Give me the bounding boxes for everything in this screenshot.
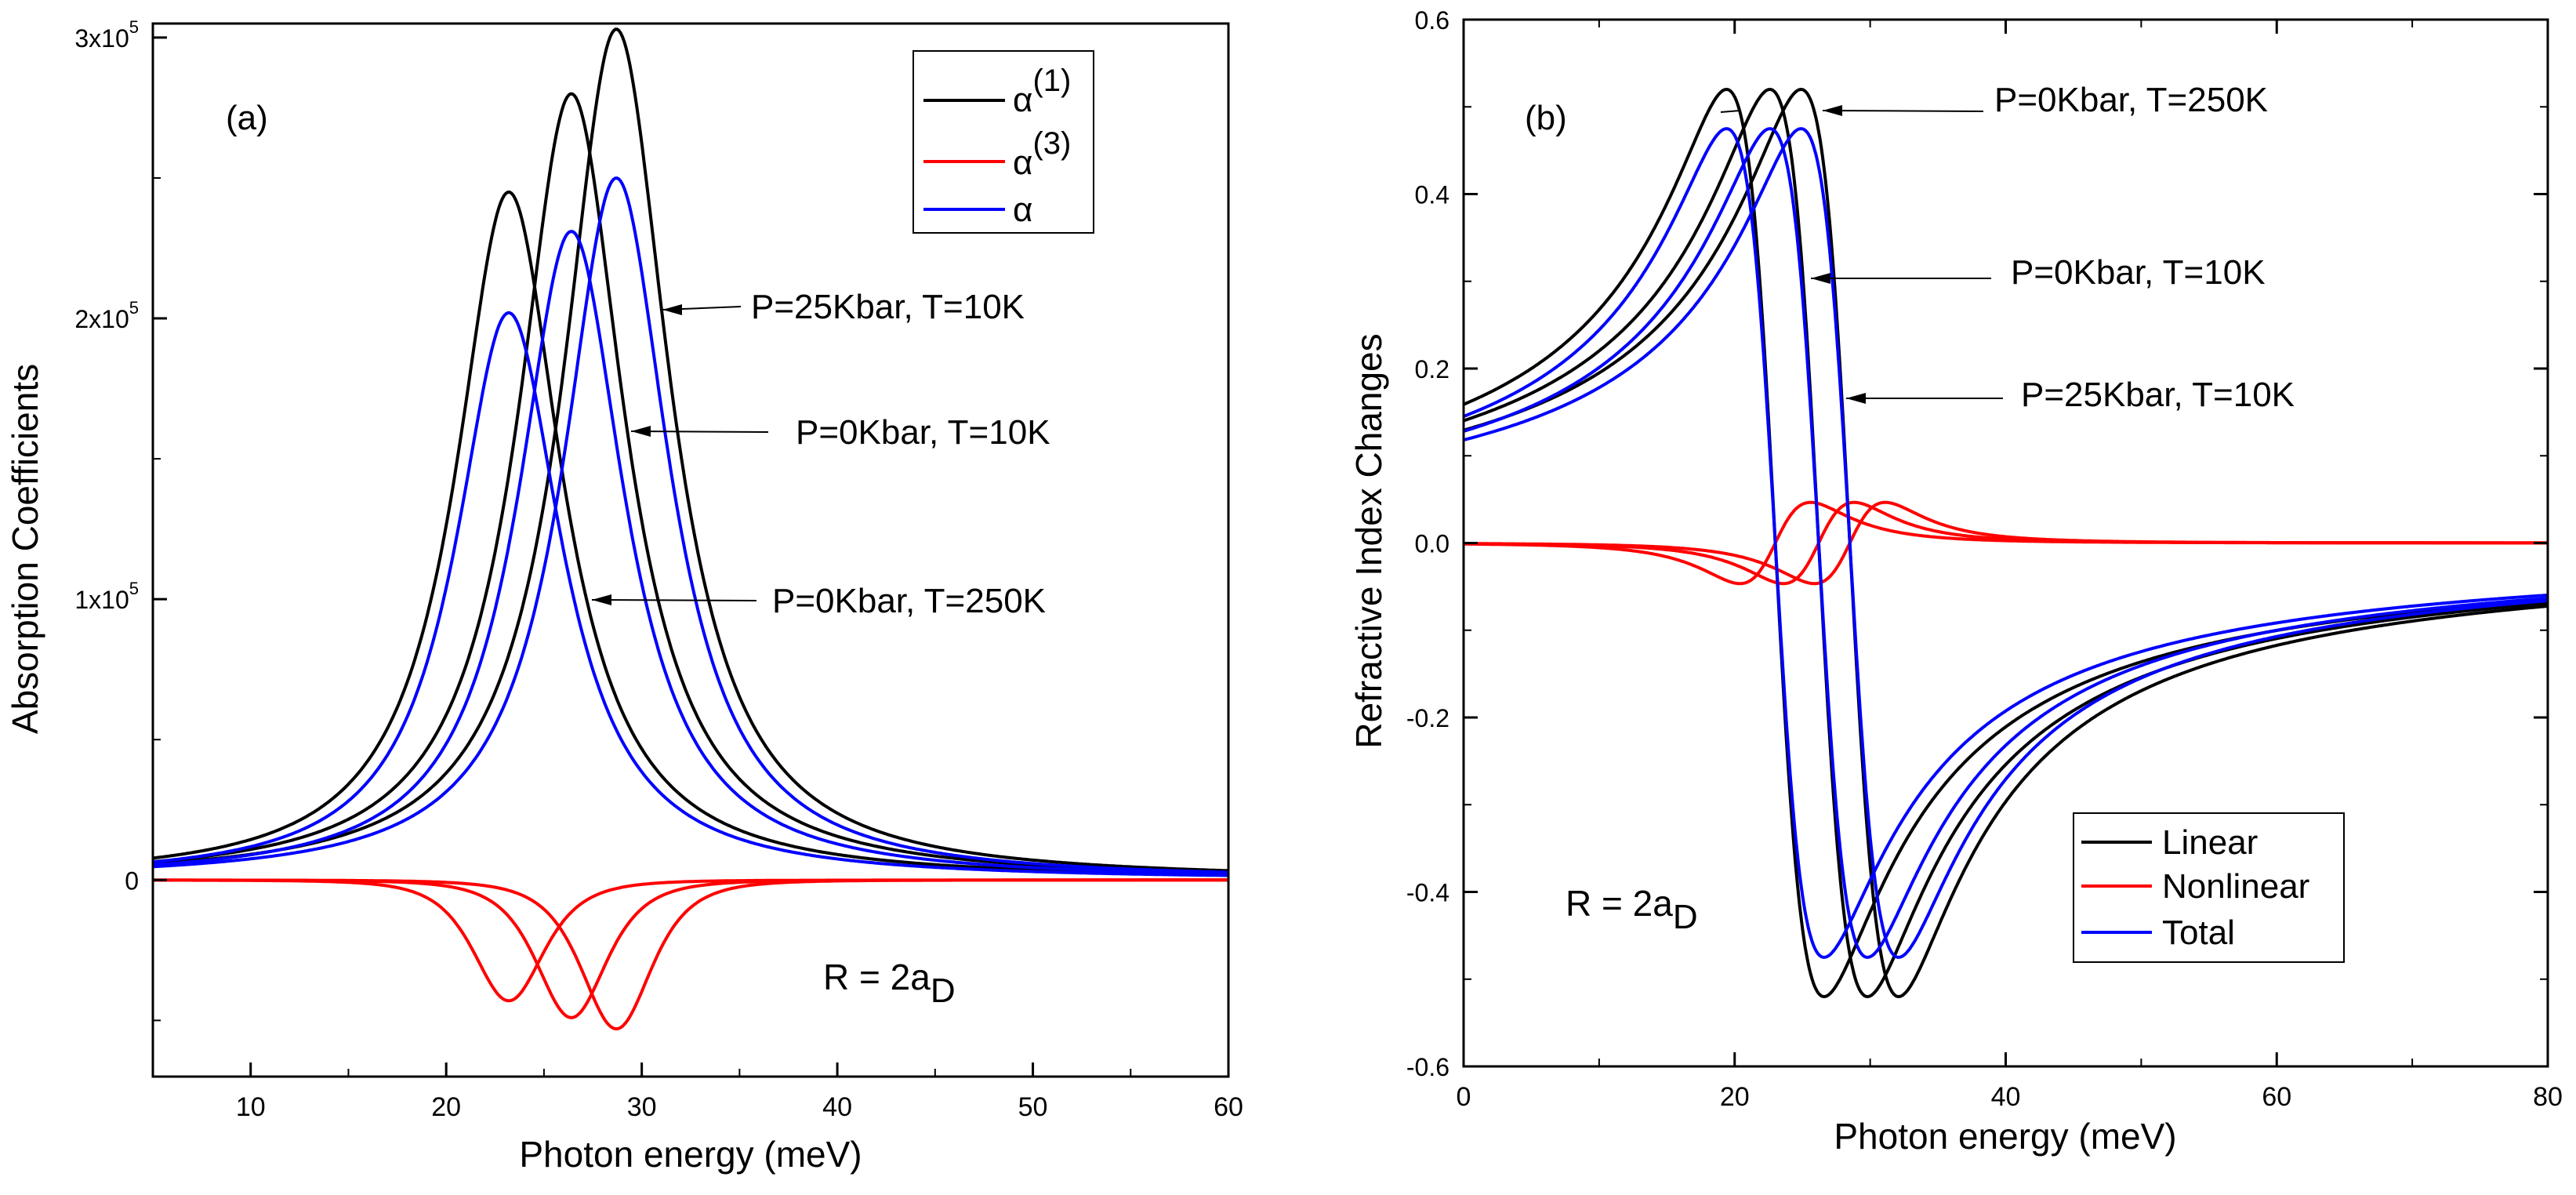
panel-b-x-axis-label: Photon energy (meV)	[1834, 1116, 2176, 1157]
panel-a-y-ticks: 0 1x105 2x105 3x105	[74, 17, 167, 1022]
panel-b-y-tick-label: 0.0	[1415, 530, 1449, 558]
panel-b-y-tick-label: 0.4	[1415, 181, 1449, 209]
panel-a-legend-alpha3: α(3)	[1013, 126, 1071, 182]
panel-b-arrowhead-0kbar-10k	[1811, 273, 1830, 284]
panel-b-y-tick-label: 0.6	[1415, 6, 1449, 35]
panel-b-y-axis-label: Refractive Index Changes	[1348, 333, 1389, 748]
panel-a-series-line-6	[153, 311, 1228, 877]
panel-b-x-tick-label: 80	[2533, 1082, 2563, 1112]
panel-a-legend-alpha1: α(1)	[1013, 64, 1071, 119]
panel-a-annotation-0kbar-250k: P=0Kbar, T=250K	[772, 582, 1046, 620]
panel-b-y-tick-label: -0.4	[1406, 879, 1449, 907]
panel-a-series-line-8	[153, 176, 1228, 874]
panel-a-x-axis-label: Photon energy (meV)	[519, 1134, 862, 1175]
panel-b-x-tick-label: 60	[2262, 1082, 2291, 1112]
panel-b-series-line-1	[1464, 87, 2548, 999]
panel-a-x-tick-label: 50	[1018, 1092, 1048, 1122]
panel-a-arrow-0kbar-10k	[630, 430, 769, 433]
panel-b-arrowhead-25kbar	[1846, 393, 1866, 404]
panel-b-radius-note: R = 2aD	[1566, 883, 1698, 936]
panel-b-x-tick-label: 0	[1457, 1082, 1471, 1112]
panel-a-radius-note: R = 2aD	[823, 957, 956, 1010]
panel-a-legend: α(1) α(3) α	[912, 50, 1094, 234]
panel-b-legend-linear: Linear	[2162, 823, 2258, 862]
panel-b-annotations: P=0Kbar, T=250K P=0Kbar, T=10K P=25Kbar,…	[1720, 81, 2295, 414]
panel-a-annotation-25kbar: P=25Kbar, T=10K	[751, 288, 1025, 326]
panel-b-annotation-0kbar-250k: P=0Kbar, T=250K	[1994, 81, 2268, 119]
panel-a-y-tick-label: 1x105	[74, 579, 139, 614]
panel-a-series-line-3	[153, 878, 1228, 1003]
panel-a-arrowhead-0kbar-10k	[631, 426, 651, 437]
panel-a-label: (a)	[226, 99, 268, 137]
panel-a-x-tick-label: 20	[431, 1092, 461, 1122]
panel-a-x-tick-label: 60	[1214, 1092, 1243, 1122]
panel-b-series-line-6	[1464, 127, 2548, 959]
panel-a-y-axis-label: Absorption Coefficients	[5, 364, 45, 734]
panel-a-x-tick-label: 30	[627, 1092, 657, 1122]
panel-a-series-line-5	[153, 878, 1228, 1031]
panel-b-legend-nonlinear: Nonlinear	[2162, 867, 2309, 906]
panel-b-y-tick-label: -0.2	[1406, 704, 1449, 732]
panel-a-arrow-0kbar-250k	[591, 599, 757, 601]
panel-b-legend-total: Total	[2162, 914, 2235, 952]
panel-b-x-tick-label: 20	[1720, 1082, 1750, 1112]
panel-b-annotation-0kbar-10k: P=0Kbar, T=10K	[2011, 253, 2266, 292]
panel-b-arrowhead-0kbar-250k	[1823, 105, 1842, 116]
panel-a-series-line-4	[153, 878, 1228, 1019]
panel-a-series-line-0	[153, 190, 1228, 877]
panel-a-curves	[153, 27, 1228, 1031]
panel-a-annotations: P=25Kbar, T=10K P=0Kbar, T=10K P=0Kbar, …	[591, 288, 1050, 620]
panel-a-y-tick-label: 2x105	[74, 298, 139, 333]
panel-b-series-line-5	[1464, 500, 2548, 586]
panel-b-curves	[1464, 87, 2548, 999]
panel-b-series-line-2	[1464, 87, 2548, 999]
panel-a-arrowhead-0kbar-250k	[592, 594, 611, 605]
panel-a-arrowhead-25kbar	[662, 304, 682, 315]
panel-a-series-line-2	[153, 27, 1228, 873]
panel-b-legend: Linear Nonlinear Total	[2073, 812, 2345, 963]
panel-a: 10 20 30 40 50 60 0 1x105 2x105 3x105 (a) Photon…	[5, 17, 1243, 1175]
panel-b-y-tick-label: 0.2	[1415, 355, 1449, 383]
panel-b-y-tick-label: -0.6	[1406, 1053, 1449, 1081]
panel-a-x-ticks: 10 20 30 40 50 60	[152, 1062, 1243, 1122]
panel-b-x-ticks: 0 20 40 60 80	[1457, 20, 2563, 1112]
panel-b-label: (b)	[1525, 99, 1567, 137]
panel-a-frame	[151, 22, 1230, 1078]
panel-a-legend-alpha: α	[1013, 191, 1032, 229]
panel-a-series-line-7	[153, 230, 1228, 876]
panel-b-arrow-0kbar-250k-2	[1720, 110, 1741, 113]
panel-a-x-tick-label: 40	[822, 1092, 852, 1122]
panel-b-series-line-7	[1464, 127, 2548, 959]
panel-b-y-ticks: -0.6 -0.4 -0.2 0.0 0.2 0.4 0.6	[1406, 6, 2548, 1081]
panel-b-x-tick-label: 40	[1991, 1082, 2021, 1112]
panel-a-y-tick-label: 0	[125, 866, 139, 895]
panel-b-series-line-8	[1464, 127, 2548, 959]
panel-b-annotation-25kbar: P=25Kbar, T=10K	[2021, 376, 2295, 414]
panel-b: 0 20 40 60 80 -0.6 -0.4 -0.2 0.0 0.2 0.4 0.6 (b) P…	[1348, 6, 2563, 1157]
panel-a-legend-box	[912, 50, 1094, 234]
panel-a-annotation-0kbar-10k: P=0Kbar, T=10K	[796, 413, 1050, 452]
panel-a-y-tick-label: 3x105	[74, 17, 139, 53]
panel-a-x-tick-label: 10	[236, 1092, 266, 1122]
